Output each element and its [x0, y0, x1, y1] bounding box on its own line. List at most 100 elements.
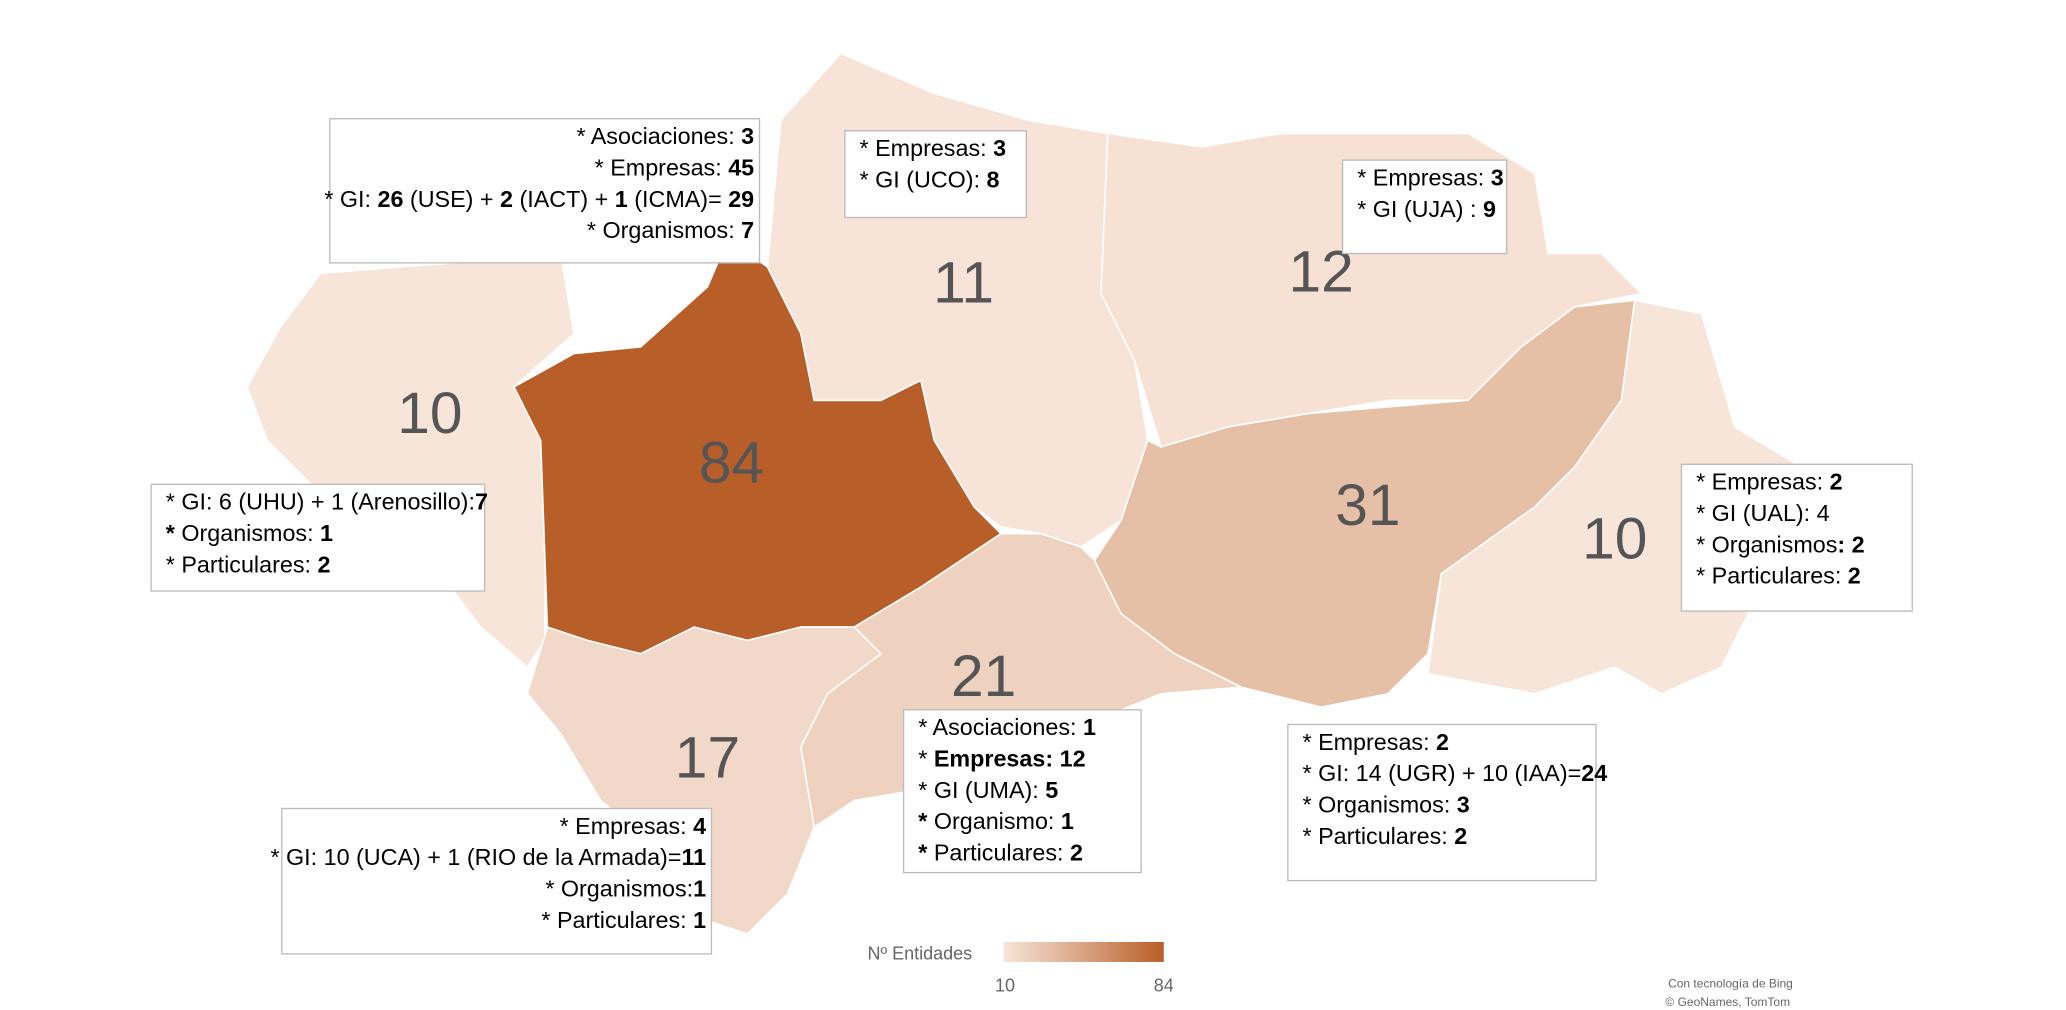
legend-gradient — [1003, 941, 1164, 962]
info-line: * Particulares: 2 — [1696, 563, 1861, 589]
info-box: * Empresas: 3* GI (UCO): 8 — [844, 130, 1027, 219]
info-box: * Empresas: 2* GI: 14 (UGR) + 10 (IAA)=2… — [1287, 723, 1608, 882]
info-text: * Empresas: — [560, 813, 694, 839]
info-value: 1 — [693, 876, 706, 902]
info-box: * Empresas: 3 * GI (UJA) : 9 — [1341, 159, 1508, 255]
info-value: 3 — [1491, 164, 1504, 190]
info-line: * GI (UJA) : 9 — [1357, 196, 1496, 222]
info-line: * Empresas: 3 — [860, 135, 1007, 161]
info-value: 2 — [1830, 469, 1843, 495]
info-text: (IACT) + — [513, 186, 615, 212]
info-value: * — [166, 520, 176, 546]
info-value: 1 — [1083, 714, 1096, 740]
info-value: 1 — [693, 907, 706, 933]
info-value: * — [918, 808, 928, 834]
info-value: 3 — [1457, 792, 1470, 818]
info-text: * — [918, 746, 934, 772]
info-line: * Organismos: 7 — [587, 217, 754, 243]
info-box-frame — [902, 709, 1142, 874]
info-text: * GI (UMA): — [918, 777, 1045, 803]
info-text: Organismo: — [927, 808, 1061, 834]
region-value: 10 — [1582, 507, 1647, 572]
info-line: * Particulares: 2 — [166, 551, 331, 577]
info-text: * Organismos: — [545, 876, 693, 902]
info-text: * Empresas: — [860, 135, 994, 161]
info-line: * Organismos: 3 — [1303, 792, 1470, 818]
info-line: * GI: 26 (USE) + 2 (IACT) + 1 (ICMA)= 29 — [324, 186, 754, 212]
region — [526, 626, 883, 935]
info-text: * GI (UJA) : — [1357, 196, 1483, 222]
info-box: * Asociaciones: 1 * Empresas: 12 * GI (UMA… — [902, 709, 1142, 874]
info-box: * Asociaciones: 3 * Empresas: 45 * GI: 26 … — [324, 118, 761, 264]
info-text: * Organismos: — [1303, 792, 1457, 818]
info-value: 5 — [1045, 777, 1058, 803]
info-line: * Particulares: 2 — [918, 840, 1083, 866]
info-line: * Empresas: 3 — [1357, 164, 1504, 190]
info-text: * GI: — [324, 186, 377, 212]
info-line: * Asociaciones: 1 — [918, 714, 1096, 740]
info-box: * Empresas: 2* GI (UAL): 4* Organismos: … — [1680, 463, 1913, 612]
info-value: 4 — [693, 813, 706, 839]
info-text: * Organismos — [1696, 531, 1837, 557]
attribution: © GeoNames, TomTom — [1665, 995, 1790, 1009]
legend-title: Nº Entidades — [868, 943, 973, 963]
info-text: * Particulares: — [541, 907, 693, 933]
info-value: 3 — [741, 123, 754, 149]
info-line: * Particulares: 2 — [1303, 823, 1468, 849]
info-value: 3 — [993, 135, 1006, 161]
info-value: 1 — [1061, 808, 1074, 834]
info-line: * Asociaciones: 3 — [576, 123, 754, 149]
regions — [246, 52, 1803, 935]
info-text: * GI: 10 (UCA) + 1 (RIO de la Armada)= — [270, 844, 681, 870]
info-text: * GI (UAL): 4 — [1696, 500, 1830, 526]
region-value: 10 — [397, 381, 462, 446]
info-box: * Empresas: 4 * GI: 10 (UCA) + 1 (RIO de … — [270, 807, 713, 955]
info-text: * Empresas: — [1303, 729, 1437, 755]
info-value: 11 — [681, 844, 706, 870]
info-text: * Empresas: — [595, 154, 729, 180]
info-value: * — [918, 840, 928, 866]
info-line: * Empresas: 4 — [560, 813, 707, 839]
info-value: 2 — [1436, 729, 1449, 755]
info-line: * GI (UMA): 5 — [918, 777, 1058, 803]
info-value: 9 — [1483, 196, 1496, 222]
info-box: * GI: 6 (UHU) + 1 (Arenosillo):7 * Organi… — [150, 483, 488, 592]
info-text: * Empresas: — [1357, 164, 1491, 190]
info-text: * Particulares: — [166, 551, 318, 577]
legend-max: 84 — [1154, 975, 1174, 995]
info-value: 8 — [987, 166, 1000, 192]
legend-min: 10 — [995, 975, 1015, 995]
info-line: * Organismo: 1 — [918, 808, 1074, 834]
info-line: * Empresas: 2 — [1303, 729, 1450, 755]
info-value: 45 — [728, 154, 754, 180]
info-value: 1 — [320, 520, 333, 546]
region — [246, 252, 575, 669]
info-text: * Empresas: — [1696, 469, 1830, 495]
info-value: Empresas: 12 — [934, 746, 1086, 772]
info-value: 7 — [741, 217, 754, 243]
info-line: * GI: 14 (UGR) + 10 (IAA)=24 — [1303, 760, 1608, 786]
info-line: * Empresas: 2 — [1696, 469, 1843, 495]
info-line: * Empresas: 12 — [918, 746, 1085, 772]
info-value: : 2 — [1837, 531, 1864, 557]
info-box-frame — [150, 483, 486, 592]
info-value: 2 — [317, 551, 330, 577]
info-value: 24 — [1581, 760, 1607, 786]
info-line: * Organismos:1 — [545, 876, 706, 902]
info-value: 29 — [728, 186, 754, 212]
info-text: * Organismos: — [587, 217, 741, 243]
info-text: (USE) + — [403, 186, 500, 212]
info-box-frame — [844, 130, 1027, 219]
attribution: Con tecnología de Bing — [1668, 976, 1793, 990]
info-box-frame — [1287, 723, 1597, 882]
info-text: * GI: 14 (UGR) + 10 (IAA)= — [1303, 760, 1582, 786]
info-boxes: * Asociaciones: 3* Empresas: 45* GI: 26 … — [150, 118, 1913, 955]
info-text: * Particulares: — [1696, 563, 1848, 589]
info-text: * Asociaciones: — [918, 714, 1083, 740]
info-text: * Asociaciones: — [576, 123, 741, 149]
info-value: 1 — [615, 186, 628, 212]
info-box-frame — [1680, 463, 1913, 612]
region-value: 21 — [951, 644, 1016, 709]
